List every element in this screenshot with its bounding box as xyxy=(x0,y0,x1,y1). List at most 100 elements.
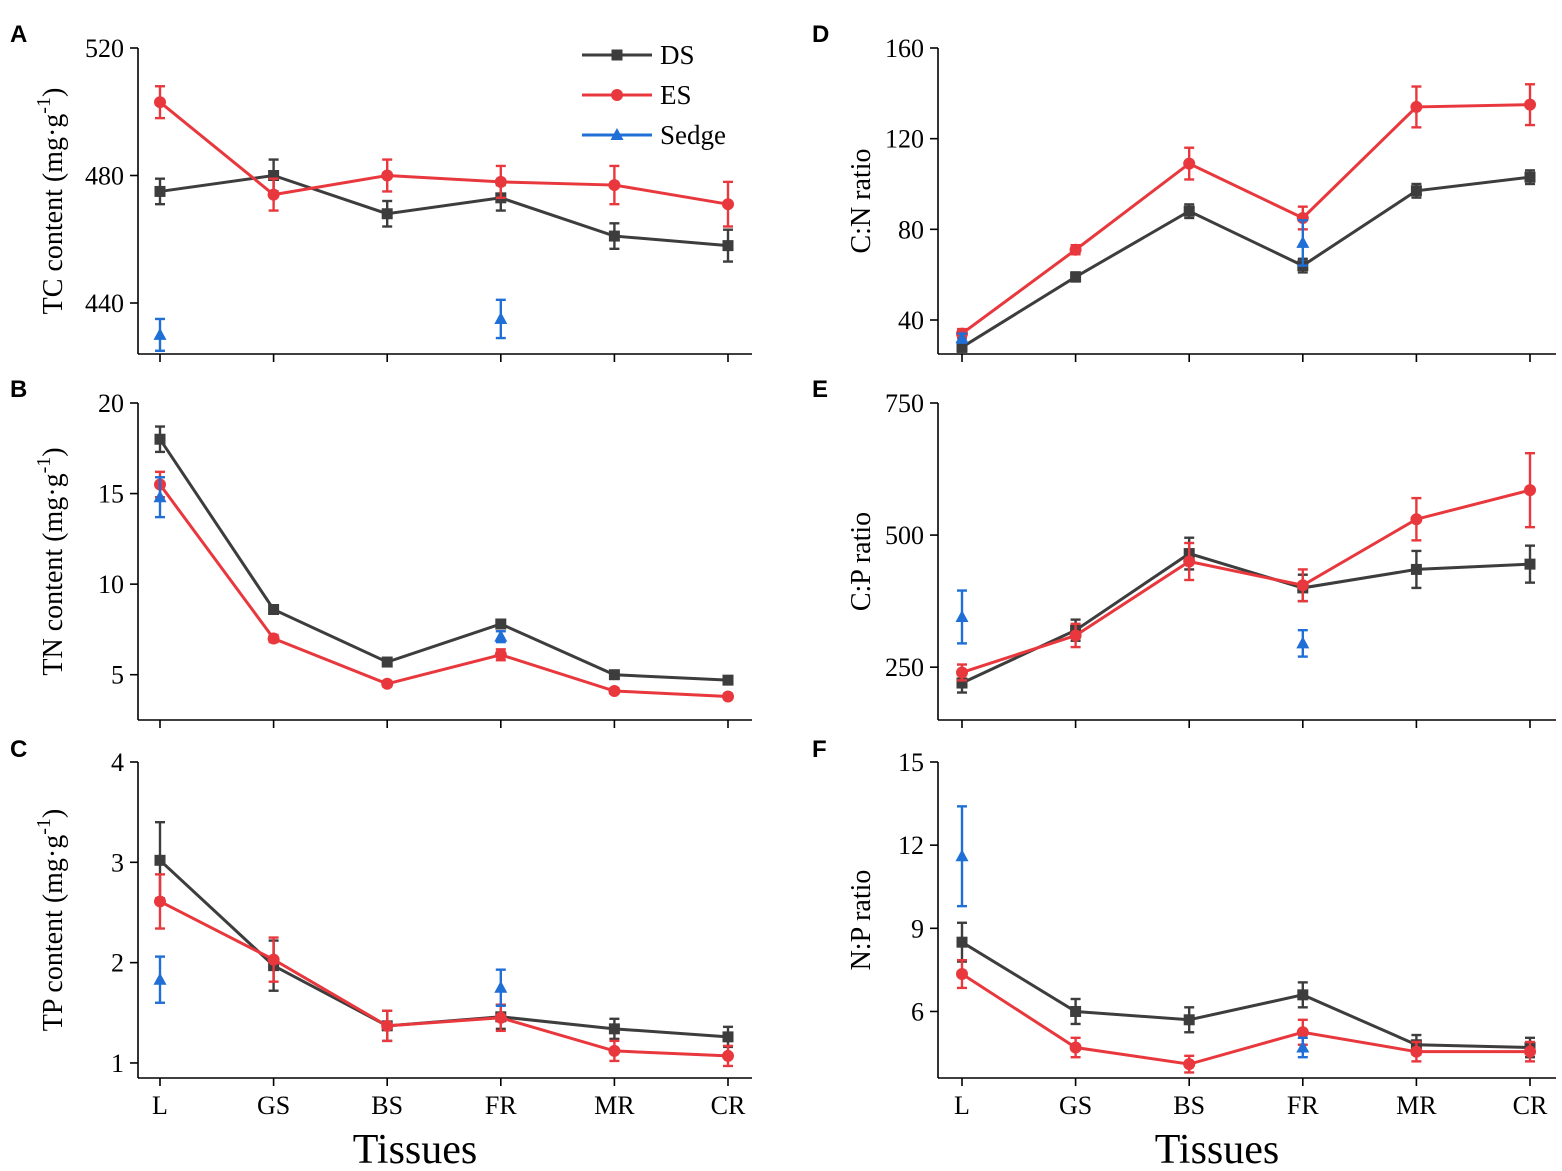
y-label-close: ) xyxy=(38,809,69,818)
data-point xyxy=(1410,100,1423,113)
data-point xyxy=(1524,98,1536,111)
series-line xyxy=(961,175,1531,349)
legend-item-es: ES xyxy=(582,80,692,110)
y-label-text: TC content (mg·g xyxy=(38,114,69,315)
data-point xyxy=(722,1049,734,1062)
data-point xyxy=(494,980,508,993)
data-point xyxy=(494,629,508,642)
series-sedge xyxy=(153,955,508,1007)
x-tick-label: GS xyxy=(1059,1091,1092,1120)
data-point xyxy=(381,656,393,668)
series-line xyxy=(961,103,1531,335)
data-point xyxy=(154,185,166,197)
series-es xyxy=(154,470,734,703)
data-point xyxy=(494,311,508,324)
series-line xyxy=(961,972,1530,1066)
y-tick-label: 15 xyxy=(98,480,124,509)
y-axis-label: C:P ratio xyxy=(846,512,877,611)
y-label-close: ) xyxy=(38,88,69,97)
x-tick-label: MR xyxy=(1396,1091,1437,1120)
y-axis-label: C:N ratio xyxy=(846,149,877,254)
x-tick-label: CR xyxy=(1513,1091,1548,1120)
panel-letter: E xyxy=(812,376,828,403)
data-point xyxy=(1296,235,1310,248)
y-tick-label: 4 xyxy=(111,748,124,777)
x-axis-label: Tissues xyxy=(353,1127,478,1171)
panel-letter: F xyxy=(812,736,827,763)
y-axis-label: TN content (mg·g-1) xyxy=(33,447,69,675)
data-point xyxy=(1410,563,1422,575)
panel-a: A 440 480 520 TC content (mg·g-1) xyxy=(10,21,752,362)
data-point xyxy=(381,1019,394,1032)
data-point xyxy=(154,433,166,445)
data-point xyxy=(1070,271,1082,283)
data-point xyxy=(153,327,167,340)
data-point xyxy=(722,1031,734,1043)
y-tick-label: 120 xyxy=(885,125,924,154)
data-point xyxy=(608,669,620,681)
y-tick-label: 12 xyxy=(898,831,924,860)
series-es xyxy=(154,85,734,228)
data-point xyxy=(381,677,394,690)
y-tick-label: 10 xyxy=(98,570,124,599)
data-point xyxy=(1297,989,1309,1001)
series-ds xyxy=(956,169,1536,353)
series-es xyxy=(154,873,734,1068)
series-line xyxy=(961,488,1531,674)
y-tick-label: 6 xyxy=(911,997,924,1026)
legend-label: ES xyxy=(660,80,692,110)
data-point xyxy=(608,230,620,242)
y-label-superscript: -1 xyxy=(33,818,55,835)
data-point xyxy=(1069,629,1082,642)
data-point xyxy=(608,1044,621,1057)
data-point xyxy=(381,169,394,182)
series-sedge xyxy=(955,805,1310,1059)
y-tick-label: 500 xyxy=(885,521,924,550)
y-axis-label: TP content (mg·g-1) xyxy=(33,809,69,1031)
x-tick-label: FR xyxy=(1287,1091,1319,1120)
series-ds xyxy=(154,158,734,263)
data-point xyxy=(154,854,166,866)
data-point xyxy=(268,170,280,181)
legend: DS ES Sedge xyxy=(582,40,726,150)
data-point xyxy=(1296,1040,1310,1053)
series-line xyxy=(158,438,729,682)
y-tick-label: 80 xyxy=(898,215,924,244)
data-point xyxy=(1410,185,1422,197)
x-tick-label: CR xyxy=(711,1091,746,1120)
panel-letter: A xyxy=(10,21,27,48)
data-point xyxy=(1410,513,1423,526)
data-point xyxy=(1183,205,1195,217)
data-point xyxy=(267,632,280,645)
series-line xyxy=(158,859,729,1039)
legend-marker xyxy=(611,49,623,61)
data-point xyxy=(494,175,507,188)
data-point xyxy=(956,968,968,981)
data-point xyxy=(1183,157,1196,170)
y-tick-label: 520 xyxy=(85,34,124,63)
data-point xyxy=(1183,555,1196,568)
legend-item-sedge: Sedge xyxy=(582,120,726,150)
series-ds xyxy=(154,425,734,686)
x-tick-label: MR xyxy=(594,1091,635,1120)
data-point xyxy=(1524,558,1536,570)
data-point xyxy=(956,341,968,353)
data-point xyxy=(494,648,507,661)
data-point xyxy=(722,690,734,703)
data-point xyxy=(153,490,167,503)
data-point xyxy=(955,609,969,622)
data-point xyxy=(956,677,968,689)
x-axis-label: Tissues xyxy=(1155,1127,1280,1171)
data-point xyxy=(608,179,621,192)
y-label-text: TP content (mg·g xyxy=(38,835,69,1031)
y-tick-label: 20 xyxy=(98,389,124,418)
data-point xyxy=(1524,484,1536,497)
series-ds xyxy=(956,921,1536,1059)
data-point xyxy=(608,685,621,698)
series-line xyxy=(159,101,729,206)
y-label-text: C:P ratio xyxy=(846,512,877,611)
data-point xyxy=(154,895,166,908)
panel-f: F 6 9 12 15 L GS BS FR MR CR N:P ratio Tissues xyxy=(812,736,1556,1171)
y-axis-label: N:P ratio xyxy=(846,870,877,971)
